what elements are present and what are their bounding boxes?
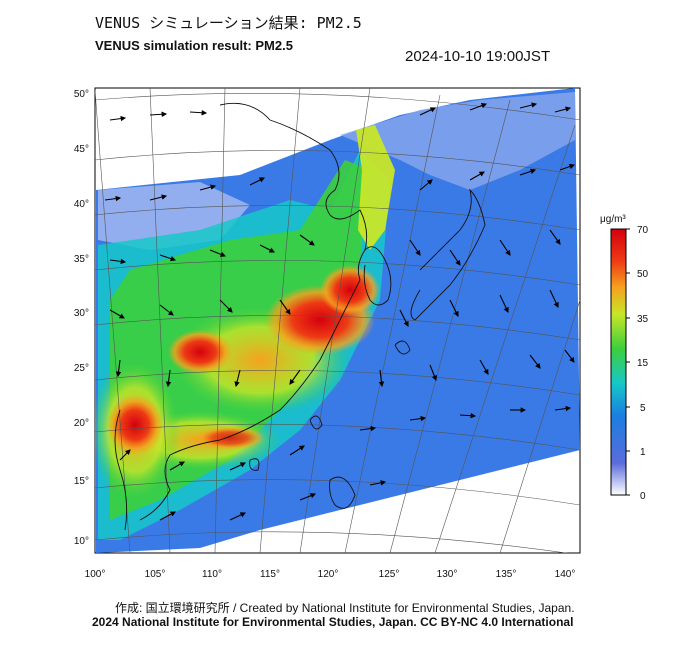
lat-label: 20° [74, 418, 89, 429]
lon-label: 125° [379, 569, 400, 580]
lat-label: 30° [74, 308, 89, 319]
colorbar-tick: 0 [640, 491, 646, 502]
credit-copyright: 2024 National Institute for Environmenta… [92, 615, 574, 629]
lon-label: 140° [555, 569, 576, 580]
lon-label: 115° [260, 569, 280, 580]
lat-label: 10° [74, 536, 89, 547]
pm25-map: 50° 45° 40° 35° 30° 25° 20° 15° 10° 100°… [74, 87, 649, 580]
lat-label: 50° [74, 89, 89, 100]
lon-label: 130° [437, 569, 458, 580]
lat-label: 45° [74, 144, 89, 155]
colorbar: μg/m³ 70 50 35 15 5 1 0 [600, 214, 649, 502]
title-japanese: VENUS シミュレーション結果: PM2.5 [95, 14, 362, 32]
latitude-labels: 50° 45° 40° 35° 30° 25° 20° 15° 10° [74, 89, 89, 547]
colorbar-tick: 1 [640, 447, 646, 458]
lat-label: 15° [74, 476, 89, 487]
colorbar-tick: 15 [637, 358, 649, 369]
credit-created-by: 作成: 国立環境研究所 / Created by National Instit… [115, 601, 575, 615]
colorbar-tick: 5 [640, 403, 646, 414]
colorbar-tick: 35 [637, 314, 649, 325]
longitude-labels: 100° 105° 110° 115° 120° 125° 130° 135° … [85, 569, 576, 580]
lat-label: 35° [74, 254, 89, 265]
lat-label: 40° [74, 199, 89, 210]
lon-label: 120° [318, 569, 339, 580]
lon-label: 110° [202, 569, 222, 580]
lon-label: 100° [85, 569, 106, 580]
title-english: VENUS simulation result: PM2.5 [95, 38, 293, 53]
colorbar-unit: μg/m³ [600, 214, 626, 225]
wind-vectors [104, 102, 576, 521]
colorbar-tick: 50 [637, 269, 649, 280]
forecast-timestamp: 2024-10-10 19:00JST [405, 48, 551, 65]
colorbar-tick: 70 [637, 225, 649, 236]
lat-label: 25° [74, 363, 89, 374]
lon-label: 135° [496, 569, 517, 580]
lon-label: 105° [145, 569, 166, 580]
